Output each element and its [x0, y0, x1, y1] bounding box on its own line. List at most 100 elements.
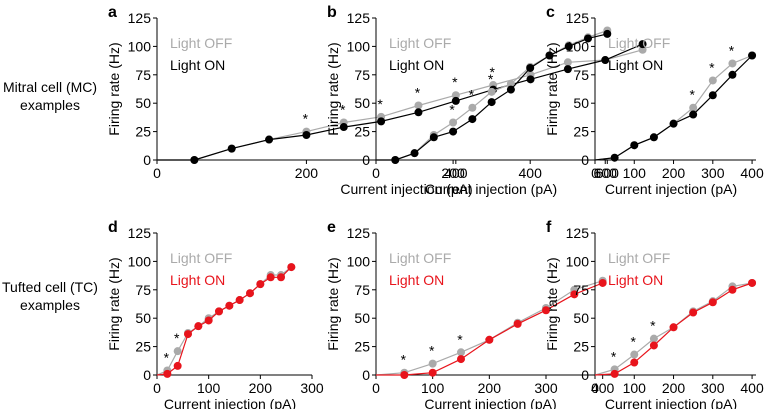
data-point-light-on: [526, 75, 535, 84]
significance-star: *: [452, 74, 458, 90]
data-point-light-on: [584, 34, 593, 43]
data-point-light-off: [689, 103, 698, 112]
data-point-light-on: [391, 156, 400, 164]
y-tick-label: 75: [573, 67, 589, 83]
significance-star: *: [401, 352, 407, 368]
significance-star: *: [429, 343, 435, 359]
y-tick-label: 0: [362, 152, 370, 168]
x-tick-label: 300: [534, 380, 558, 396]
x-tick-label: 0: [372, 165, 380, 181]
data-point-light-on: [339, 123, 348, 132]
data-point-light-on: [610, 153, 619, 162]
significance-star: *: [415, 84, 421, 100]
y-tick-label: 100: [128, 253, 152, 269]
data-point-light-on: [414, 108, 423, 117]
y-axis-title: Firing rate (Hz): [544, 257, 560, 350]
data-point-light-on: [542, 306, 550, 315]
significance-star: *: [631, 334, 637, 350]
data-point-light-on: [603, 29, 612, 38]
data-point-light-on: [429, 133, 438, 142]
y-tick-label: 50: [135, 310, 151, 326]
data-point-light-on: [246, 289, 254, 298]
x-tick-label: 300: [300, 380, 324, 396]
data-point-light-on: [570, 290, 579, 299]
data-point-light-on: [610, 369, 619, 378]
data-point-light-on: [748, 51, 757, 60]
row-label-mitral-line1: Mitral cell (MC): [2, 79, 98, 95]
y-tick-label: 75: [135, 282, 151, 298]
data-point-light-off: [563, 58, 572, 67]
data-point-light-on: [204, 316, 213, 325]
x-tick-label: 200: [662, 165, 686, 181]
legend-light-on: Light ON: [389, 57, 444, 73]
y-tick-label: 25: [135, 124, 151, 140]
data-point-light-on: [545, 51, 554, 60]
x-tick-label: 400: [740, 380, 764, 396]
y-axis-title: Firing rate (Hz): [106, 42, 122, 135]
x-tick-label: 0: [372, 380, 380, 396]
data-point-light-off: [649, 334, 658, 343]
data-point-light-on: [689, 308, 698, 317]
data-point-light-on: [400, 371, 409, 379]
data-point-light-on: [184, 330, 192, 339]
row-label-tufted-line1: Tufted cell (TC): [2, 279, 98, 295]
data-point-light-on: [601, 56, 610, 65]
panel-letter: e: [327, 219, 336, 236]
significance-star: *: [611, 348, 617, 364]
x-tick-label: 400: [444, 165, 468, 181]
data-point-light-off: [173, 347, 182, 356]
y-tick-label: 125: [566, 10, 590, 26]
y-tick-label: 25: [573, 339, 589, 355]
legend-light-on: Light ON: [170, 57, 225, 73]
data-point-light-off: [638, 45, 647, 54]
panel-letter: d: [108, 219, 118, 236]
y-tick-label: 100: [566, 253, 590, 269]
x-axis-title: Current injection (pA): [340, 181, 472, 197]
data-point-light-on: [728, 70, 737, 79]
row-label-tufted-line2: examples: [20, 297, 80, 313]
y-tick-label: 75: [354, 282, 370, 298]
y-tick-label: 75: [135, 67, 151, 83]
panel-e: e 0 25 50 75 100 125 0 100 200 300 400 Current injec…: [325, 219, 615, 409]
data-point-light-off: [457, 348, 465, 357]
x-tick-label: 600: [594, 165, 618, 181]
y-tick-label: 25: [354, 339, 370, 355]
data-point-light-on: [302, 131, 311, 140]
y-tick-label: 125: [347, 10, 371, 26]
significance-star: *: [709, 59, 715, 75]
y-tick-label: 0: [143, 152, 151, 168]
panel-letter: c: [546, 4, 555, 21]
data-point-light-off: [451, 91, 460, 100]
row-label-mitral: Mitral cell (MC) examples: [0, 78, 100, 114]
data-point-light-on: [277, 273, 285, 282]
x-axis-title: Current injection (pA): [424, 396, 556, 409]
x-tick-label: 100: [421, 380, 445, 396]
y-tick-label: 0: [581, 367, 589, 383]
y-axis-title: Firing rate (Hz): [106, 257, 122, 350]
legend-light-on: Light ON: [389, 272, 444, 288]
y-tick-label: 0: [362, 367, 370, 383]
y-tick-label: 75: [573, 282, 589, 298]
x-tick-label: 0: [153, 165, 161, 181]
data-point-light-on: [487, 98, 496, 107]
series-line-light-on: [376, 282, 603, 376]
data-point-light-on: [563, 65, 572, 74]
legend-light-off: Light OFF: [608, 250, 670, 266]
legend-light-on: Light ON: [170, 272, 225, 288]
y-tick-label: 100: [566, 38, 590, 54]
y-axis-title: Firing rate (Hz): [325, 257, 341, 350]
panel-letter: f: [546, 219, 552, 236]
y-axis-title: Firing rate (Hz): [325, 42, 341, 135]
legend-light-off: Light OFF: [389, 250, 451, 266]
x-tick-label: 100: [623, 380, 647, 396]
significance-star: *: [164, 349, 170, 365]
data-point-light-on: [428, 368, 437, 377]
x-axis-title: Current injection (pA): [425, 181, 557, 197]
data-point-light-off: [630, 350, 639, 359]
data-point-light-on: [513, 319, 522, 328]
significance-star: *: [469, 87, 475, 103]
x-tick-label: 200: [441, 165, 465, 181]
y-tick-label: 125: [128, 10, 152, 26]
x-tick-label: 0: [153, 380, 161, 396]
y-tick-label: 100: [128, 38, 152, 54]
